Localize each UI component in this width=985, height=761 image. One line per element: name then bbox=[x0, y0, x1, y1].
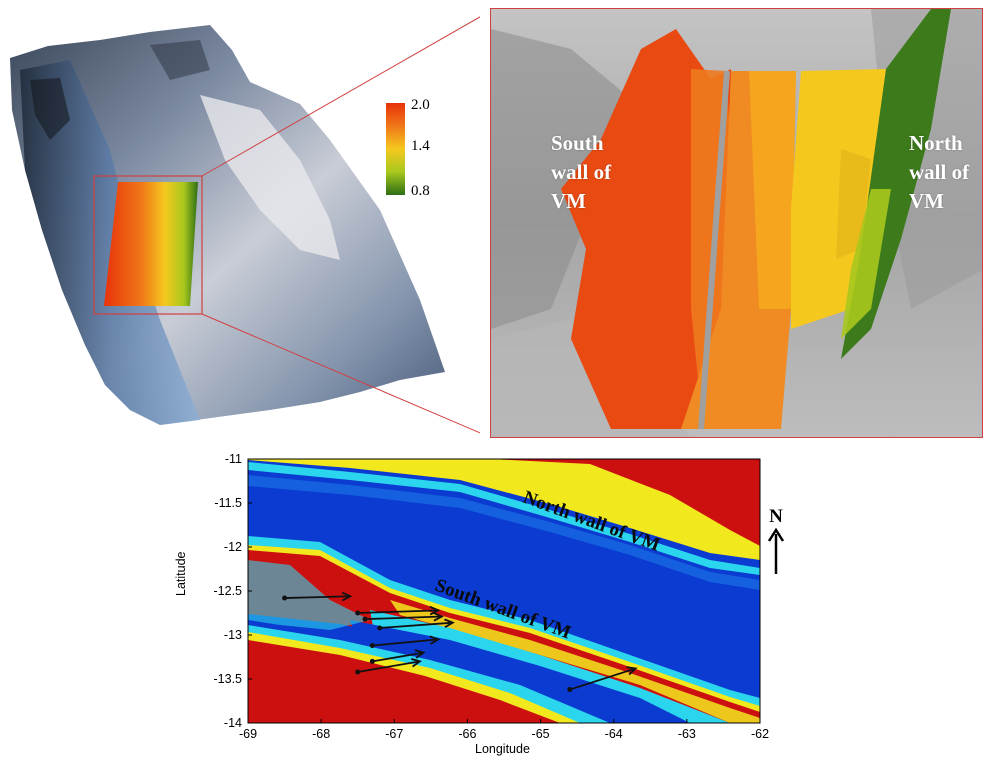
x-tick-label: -62 bbox=[751, 727, 769, 741]
y-tick-label: -12.5 bbox=[214, 584, 243, 598]
velocity-map: -69 -68 -67 -66 -65 -64 -63 -62 -11 -11.5 -12 -12.… bbox=[214, 452, 770, 741]
surface-velocity-vectors bbox=[282, 591, 638, 693]
x-tick-label: -68 bbox=[312, 727, 330, 741]
middle-band-surface bbox=[681, 71, 796, 429]
north-arrow-icon bbox=[767, 527, 785, 574]
colorbar-tick-mid: 1.4 bbox=[411, 138, 430, 154]
north-wall-surface bbox=[841, 9, 951, 359]
velocity-vector bbox=[369, 635, 441, 649]
velocity-vector bbox=[282, 591, 353, 602]
colorbar bbox=[386, 103, 405, 195]
colored-slope-band bbox=[104, 182, 198, 306]
y-tick-label: -13 bbox=[224, 628, 242, 642]
x-tick-label: -67 bbox=[385, 727, 403, 741]
y-tick-label: -13.5 bbox=[214, 672, 243, 686]
x-tick-label: -65 bbox=[532, 727, 550, 741]
x-ticks: -69 -68 -67 -66 -65 -64 -63 -62 bbox=[239, 719, 769, 741]
zoom-3d-view bbox=[491, 9, 982, 437]
y-tick-label: -11 bbox=[225, 452, 242, 466]
x-tick-label: -63 bbox=[678, 727, 696, 741]
overview-3d-view bbox=[10, 16, 480, 434]
terrain-surface bbox=[10, 25, 445, 425]
velocity-vector bbox=[377, 618, 455, 631]
south-wall-label: South wall of VM bbox=[551, 131, 612, 213]
y-tick-label: -14 bbox=[224, 716, 242, 730]
x-tick-label: -66 bbox=[458, 727, 476, 741]
velocity-vector bbox=[567, 666, 638, 693]
zoom-connector-bottom bbox=[201, 313, 480, 434]
colorbar-tick-top: 2.0 bbox=[411, 97, 430, 113]
y-ticks: -11 -11.5 -12 -12.5 -13 -13.5 -14 bbox=[214, 452, 252, 730]
zoom-connector-top bbox=[201, 16, 480, 177]
y-tick-label: -11.5 bbox=[214, 496, 242, 510]
zoom-panel: South wall of VM North wall of VM bbox=[490, 8, 983, 438]
x-tick-label: -64 bbox=[605, 727, 623, 741]
velocity-vector bbox=[355, 658, 422, 675]
x-tick-label: -69 bbox=[239, 727, 257, 741]
zoom-source-frame bbox=[93, 175, 203, 315]
map-field bbox=[248, 459, 760, 723]
velocity-vector bbox=[355, 605, 441, 616]
north-wall-label: North wall of VM bbox=[909, 131, 970, 213]
velocity-vector bbox=[369, 649, 426, 664]
colorbar-tick-bottom: 0.8 bbox=[411, 183, 430, 199]
x-axis-title: Longitude bbox=[475, 742, 530, 756]
north-arrow: N bbox=[766, 506, 786, 576]
colorbar-gradient bbox=[386, 103, 405, 195]
y-tick-label: -12 bbox=[224, 540, 242, 554]
north-arrow-label: N bbox=[769, 506, 783, 527]
velocity-vector bbox=[362, 612, 444, 622]
